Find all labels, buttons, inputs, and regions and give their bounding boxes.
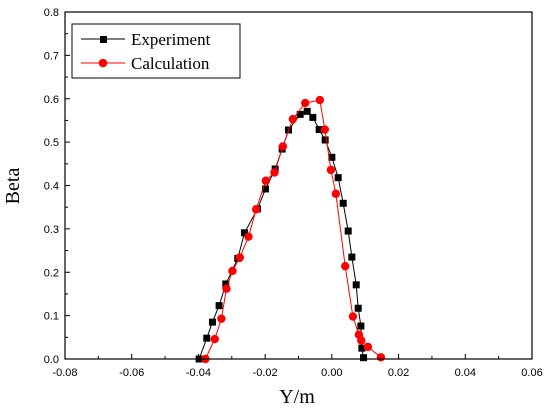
legend-entry-calculation: Calculation xyxy=(81,54,210,73)
x-tick-label: -0.02 xyxy=(253,367,278,379)
y-tick-label: 0.8 xyxy=(44,7,59,19)
point-experiment xyxy=(215,302,223,310)
point-calculation xyxy=(376,353,386,362)
point-experiment xyxy=(203,334,211,342)
point-experiment xyxy=(328,153,336,161)
x-tick-label: -0.08 xyxy=(52,367,77,379)
legend-marker-experiment xyxy=(100,36,107,43)
point-experiment xyxy=(240,229,248,237)
y-tick-label: 0.4 xyxy=(44,181,59,193)
legend: Experiment Calculation xyxy=(71,23,241,79)
point-experiment xyxy=(315,126,323,134)
point-experiment xyxy=(321,136,329,144)
x-tick-label: 0.04 xyxy=(455,367,476,379)
legend-label-experiment: Experiment xyxy=(131,30,211,49)
x-tick-label: 0.00 xyxy=(321,367,342,379)
point-experiment xyxy=(358,344,366,352)
y-tick-label: 0.6 xyxy=(44,94,59,106)
point-experiment xyxy=(357,322,365,330)
series-layer xyxy=(195,95,386,364)
point-calculation xyxy=(300,98,310,108)
point-experiment xyxy=(208,318,216,326)
x-tick-label: 0.02 xyxy=(388,367,409,379)
point-calculation xyxy=(357,336,366,345)
point-experiment xyxy=(348,253,356,261)
legend-marker-calculation xyxy=(98,58,108,68)
y-tick-label: 0.1 xyxy=(44,311,59,323)
point-calculation xyxy=(278,142,288,151)
point-experiment xyxy=(309,113,317,121)
point-calculation xyxy=(210,334,219,344)
y-tick-label: 0.3 xyxy=(44,224,59,236)
point-calculation xyxy=(320,125,330,134)
x-tick-label: 0.06 xyxy=(521,367,542,379)
point-experiment xyxy=(303,107,311,115)
point-experiment xyxy=(360,354,368,362)
y-tick-label: 0.5 xyxy=(44,137,59,149)
point-calculation xyxy=(222,284,231,293)
legend-label-calculation: Calculation xyxy=(131,54,210,73)
y-tick-label: 0.7 xyxy=(44,50,59,62)
point-calculation xyxy=(270,168,279,177)
point-experiment xyxy=(222,280,230,288)
point-calculation xyxy=(228,266,237,276)
plot-frame xyxy=(64,11,533,360)
point-calculation xyxy=(315,95,325,105)
point-calculation xyxy=(348,312,358,321)
point-calculation xyxy=(341,261,350,271)
point-calculation xyxy=(326,165,336,175)
y-axis-title: Beta xyxy=(2,168,24,205)
point-experiment xyxy=(344,227,352,235)
point-experiment xyxy=(352,281,360,289)
point-calculation xyxy=(244,232,253,241)
point-experiment xyxy=(296,110,304,118)
x-axis-title: Y/m xyxy=(279,386,315,408)
point-calculation xyxy=(251,205,261,214)
x-tick-label: -0.04 xyxy=(186,367,211,379)
point-experiment xyxy=(339,199,347,207)
point-calculation xyxy=(331,189,341,198)
point-calculation xyxy=(235,253,244,262)
point-experiment xyxy=(334,174,342,182)
point-calculation xyxy=(217,314,226,323)
point-calculation xyxy=(261,176,271,185)
point-experiment xyxy=(354,304,362,312)
legend-box xyxy=(71,23,241,79)
ticks-layer: -0.08 -0.06 -0.04 -0.02 0.00 0.02 0.04 0.06 0.0 0… xyxy=(44,7,543,379)
point-calculation xyxy=(288,114,298,124)
legend-entry-experiment: Experiment xyxy=(81,30,211,49)
y-tick-label: 0.0 xyxy=(44,354,59,366)
y-tick-label: 0.2 xyxy=(44,267,59,279)
point-calculation xyxy=(363,342,373,352)
x-tick-label: -0.06 xyxy=(119,367,144,379)
point-experiment xyxy=(261,185,269,193)
